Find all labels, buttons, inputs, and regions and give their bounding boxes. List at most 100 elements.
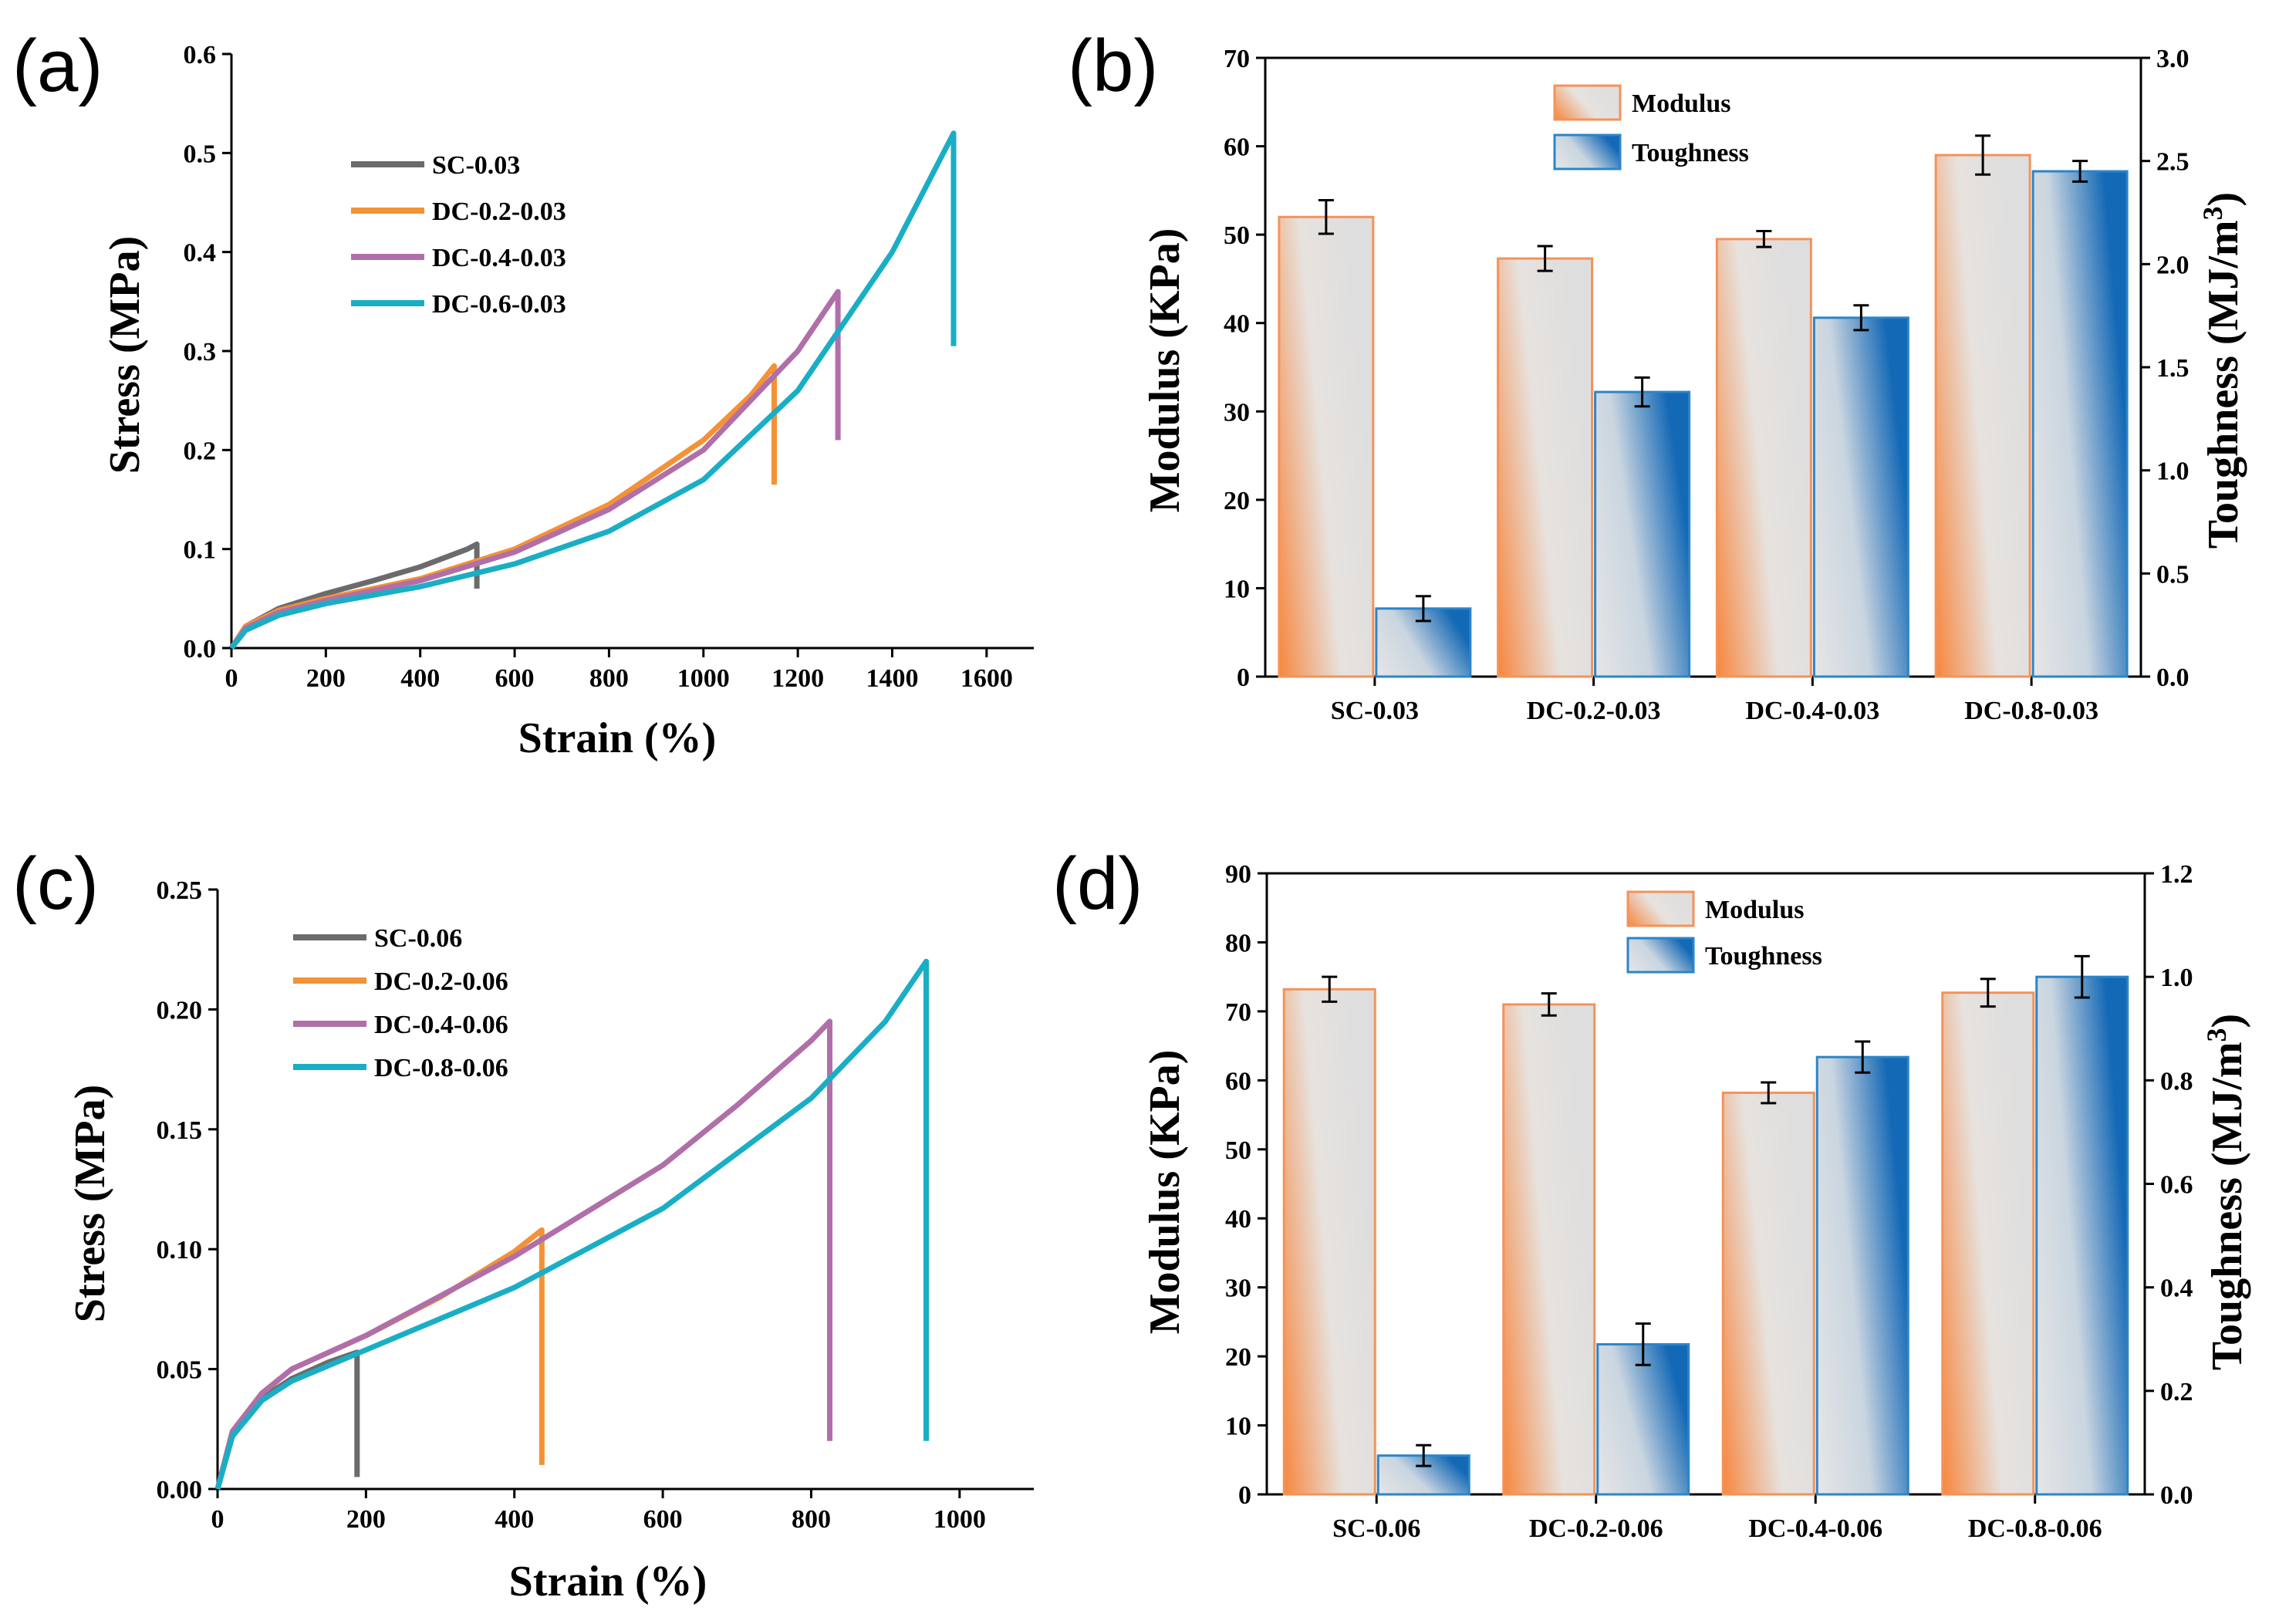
x-tick-label: 200 [346, 1505, 386, 1534]
category-label: DC-0.4-0.03 [1745, 697, 1879, 725]
toughness-bar [1594, 390, 1691, 678]
category-label: SC-0.06 [1332, 1514, 1420, 1543]
modulus-bar [1715, 238, 1812, 678]
y2-tick-label: 2.5 [2156, 148, 2190, 177]
y-tick-label: 0.05 [157, 1356, 203, 1385]
legend-label-SC-0.03: SC-0.03 [432, 151, 520, 180]
modulus-bar [1282, 988, 1376, 1496]
legend-label-DC-0.4-0.03: DC-0.4-0.03 [432, 244, 566, 272]
panel-c-label: (c) [12, 842, 99, 925]
modulus-bar [1497, 257, 1594, 678]
category-label: DC-0.8-0.03 [1964, 697, 2098, 725]
y-tick-label: 40 [1225, 1205, 1251, 1234]
panel-a-label: (a) [12, 25, 103, 107]
x-tick-label: 800 [792, 1505, 831, 1534]
legend-swatch-modulus [1626, 890, 1695, 927]
legend-label-DC-0.4-0.06: DC-0.4-0.06 [374, 1011, 508, 1039]
y-tick-label: 0.00 [157, 1476, 203, 1504]
y-tick-label: 0.15 [157, 1116, 203, 1145]
x-tick-label: 1600 [961, 664, 1013, 693]
panel-a-ylabel: Stress (MPa) [101, 236, 149, 474]
panel-c-ylabel: Stress (MPa) [66, 1085, 114, 1322]
panel-b-ylabel: Modulus (KPa) [1141, 228, 1189, 513]
panel-b-ylabel2: Toughness (MJ/m3) [2197, 192, 2247, 549]
legend-label-toughness: Toughness [1632, 139, 1749, 167]
y-tick-label: 0.20 [157, 996, 203, 1025]
x-tick-label: 600 [495, 664, 535, 693]
toughness-bar [1812, 316, 1909, 678]
panel-b-ylabel2-sup: 3 [2197, 206, 2228, 220]
legend-label-DC-0.6-0.03: DC-0.6-0.03 [432, 290, 566, 319]
panel-d-ylabel2-main: Toughness (MJ/m [2203, 1042, 2251, 1370]
x-tick-label: 0 [225, 664, 238, 693]
x-tick-label: 600 [643, 1505, 683, 1534]
x-tick-label: 1000 [677, 664, 730, 693]
y2-tick-label: 0.0 [2156, 663, 2190, 692]
y2-tick-label: 3.0 [2156, 45, 2190, 73]
y-tick-label: 50 [1225, 1136, 1251, 1165]
category-label: DC-0.2-0.06 [1529, 1514, 1663, 1543]
y2-tick-label: 0.5 [2156, 560, 2190, 589]
category-label: SC-0.03 [1331, 697, 1419, 725]
panel-b: (b) 0 10 20 30 40 50 60 70 0.0 0.5 1.0 1.5 2.0 2.5 3.0… [1068, 25, 2247, 725]
category-label: DC-0.8-0.06 [1968, 1514, 2102, 1543]
panel-c-xlabel: Strain (%) [509, 1558, 707, 1605]
modulus-bar [1278, 215, 1375, 678]
y-tick-label: 40 [1224, 310, 1250, 339]
y-tick-label: 0.1 [184, 536, 217, 565]
series-line-DC-0.4-0.06 [214, 1018, 832, 1490]
panel-d-ylabel2: Toughness (MJ/m3) [2201, 1014, 2251, 1370]
legend-label-DC-0.2-0.06: DC-0.2-0.06 [374, 967, 508, 996]
y2-tick-label: 1.0 [2156, 457, 2190, 486]
x-tick-label: 200 [306, 664, 346, 693]
y2-tick-label: 0.6 [2160, 1171, 2193, 1200]
y-tick-label: 0.3 [184, 338, 217, 366]
modulus-bar [1721, 1091, 1815, 1496]
series-line-DC-0.8-0.06 [214, 958, 929, 1490]
panel-b-plot: 0 10 20 30 40 50 60 70 0.0 0.5 1.0 1.5 2.0 2.5 3.0 SC-0… [1224, 45, 2190, 725]
panel-a-plot: 0 200 400 600 800 1000 1200 1400 1600 0.0 0.1 0.2 0.… [184, 41, 1034, 693]
panel-c-plot: 0 200 400 600 800 1000 0.00 0.05 0.10 0.15 0.20 0.2… [157, 876, 1034, 1534]
legend-label-modulus: Modulus [1632, 89, 1731, 118]
y2-tick-label: 0.8 [2160, 1067, 2193, 1096]
y-tick-label: 0.25 [157, 876, 203, 905]
y-tick-label: 0.10 [157, 1236, 203, 1264]
y-tick-label: 60 [1224, 133, 1250, 162]
toughness-bar [2035, 975, 2129, 1496]
x-tick-label: 1200 [771, 664, 824, 693]
y-tick-label: 0 [1238, 1481, 1251, 1510]
y-tick-label: 0.2 [184, 437, 217, 465]
modulus-bar [1934, 154, 2031, 678]
x-tick-label: 1400 [866, 664, 918, 693]
y2-tick-label: 0.0 [2160, 1481, 2193, 1510]
y-tick-label: 0.4 [184, 239, 217, 268]
panel-d-label: (d) [1052, 842, 1143, 925]
y-tick-label: 90 [1225, 860, 1251, 889]
panel-a: (a) 0 200 400 600 800 1000 1200 1400 16000.00.10… [12, 25, 1034, 762]
panel-d-ylabel2-sup: 3 [2201, 1028, 2232, 1042]
y-tick-label: 70 [1224, 45, 1250, 73]
legend-label-DC-0.8-0.06: DC-0.8-0.06 [374, 1054, 508, 1082]
category-label: DC-0.2-0.03 [1527, 697, 1661, 725]
panel-b-ylabel2-main: Toughness (MJ/m [2200, 220, 2247, 549]
y-tick-label: 20 [1224, 487, 1250, 515]
x-tick-label: 400 [495, 1505, 534, 1534]
toughness-bar [1815, 1055, 1909, 1496]
toughness-bar [2031, 170, 2129, 678]
y-tick-label: 0 [1237, 663, 1250, 692]
panel-b-label: (b) [1068, 25, 1158, 107]
panel-b-ylabel2-close: ) [2200, 192, 2247, 207]
y-tick-label: 0.0 [184, 635, 217, 663]
y-tick-label: 0.6 [184, 41, 217, 69]
series-line-DC-0.6-0.03 [229, 130, 957, 650]
y2-tick-label: 1.2 [2160, 860, 2193, 889]
legend-label-SC-0.06: SC-0.06 [374, 924, 462, 953]
x-tick-label: 400 [400, 664, 440, 693]
panel-c: (c) 0 200 400 600 800 1000 0.00 0.05 0.10 0.15 0.2… [12, 842, 1034, 1605]
y2-tick-label: 1.5 [2156, 354, 2190, 383]
y2-tick-label: 0.4 [2160, 1275, 2193, 1303]
y2-tick-label: 2.0 [2156, 251, 2190, 279]
y-tick-label: 80 [1225, 929, 1251, 957]
modulus-bar [1941, 991, 2035, 1496]
